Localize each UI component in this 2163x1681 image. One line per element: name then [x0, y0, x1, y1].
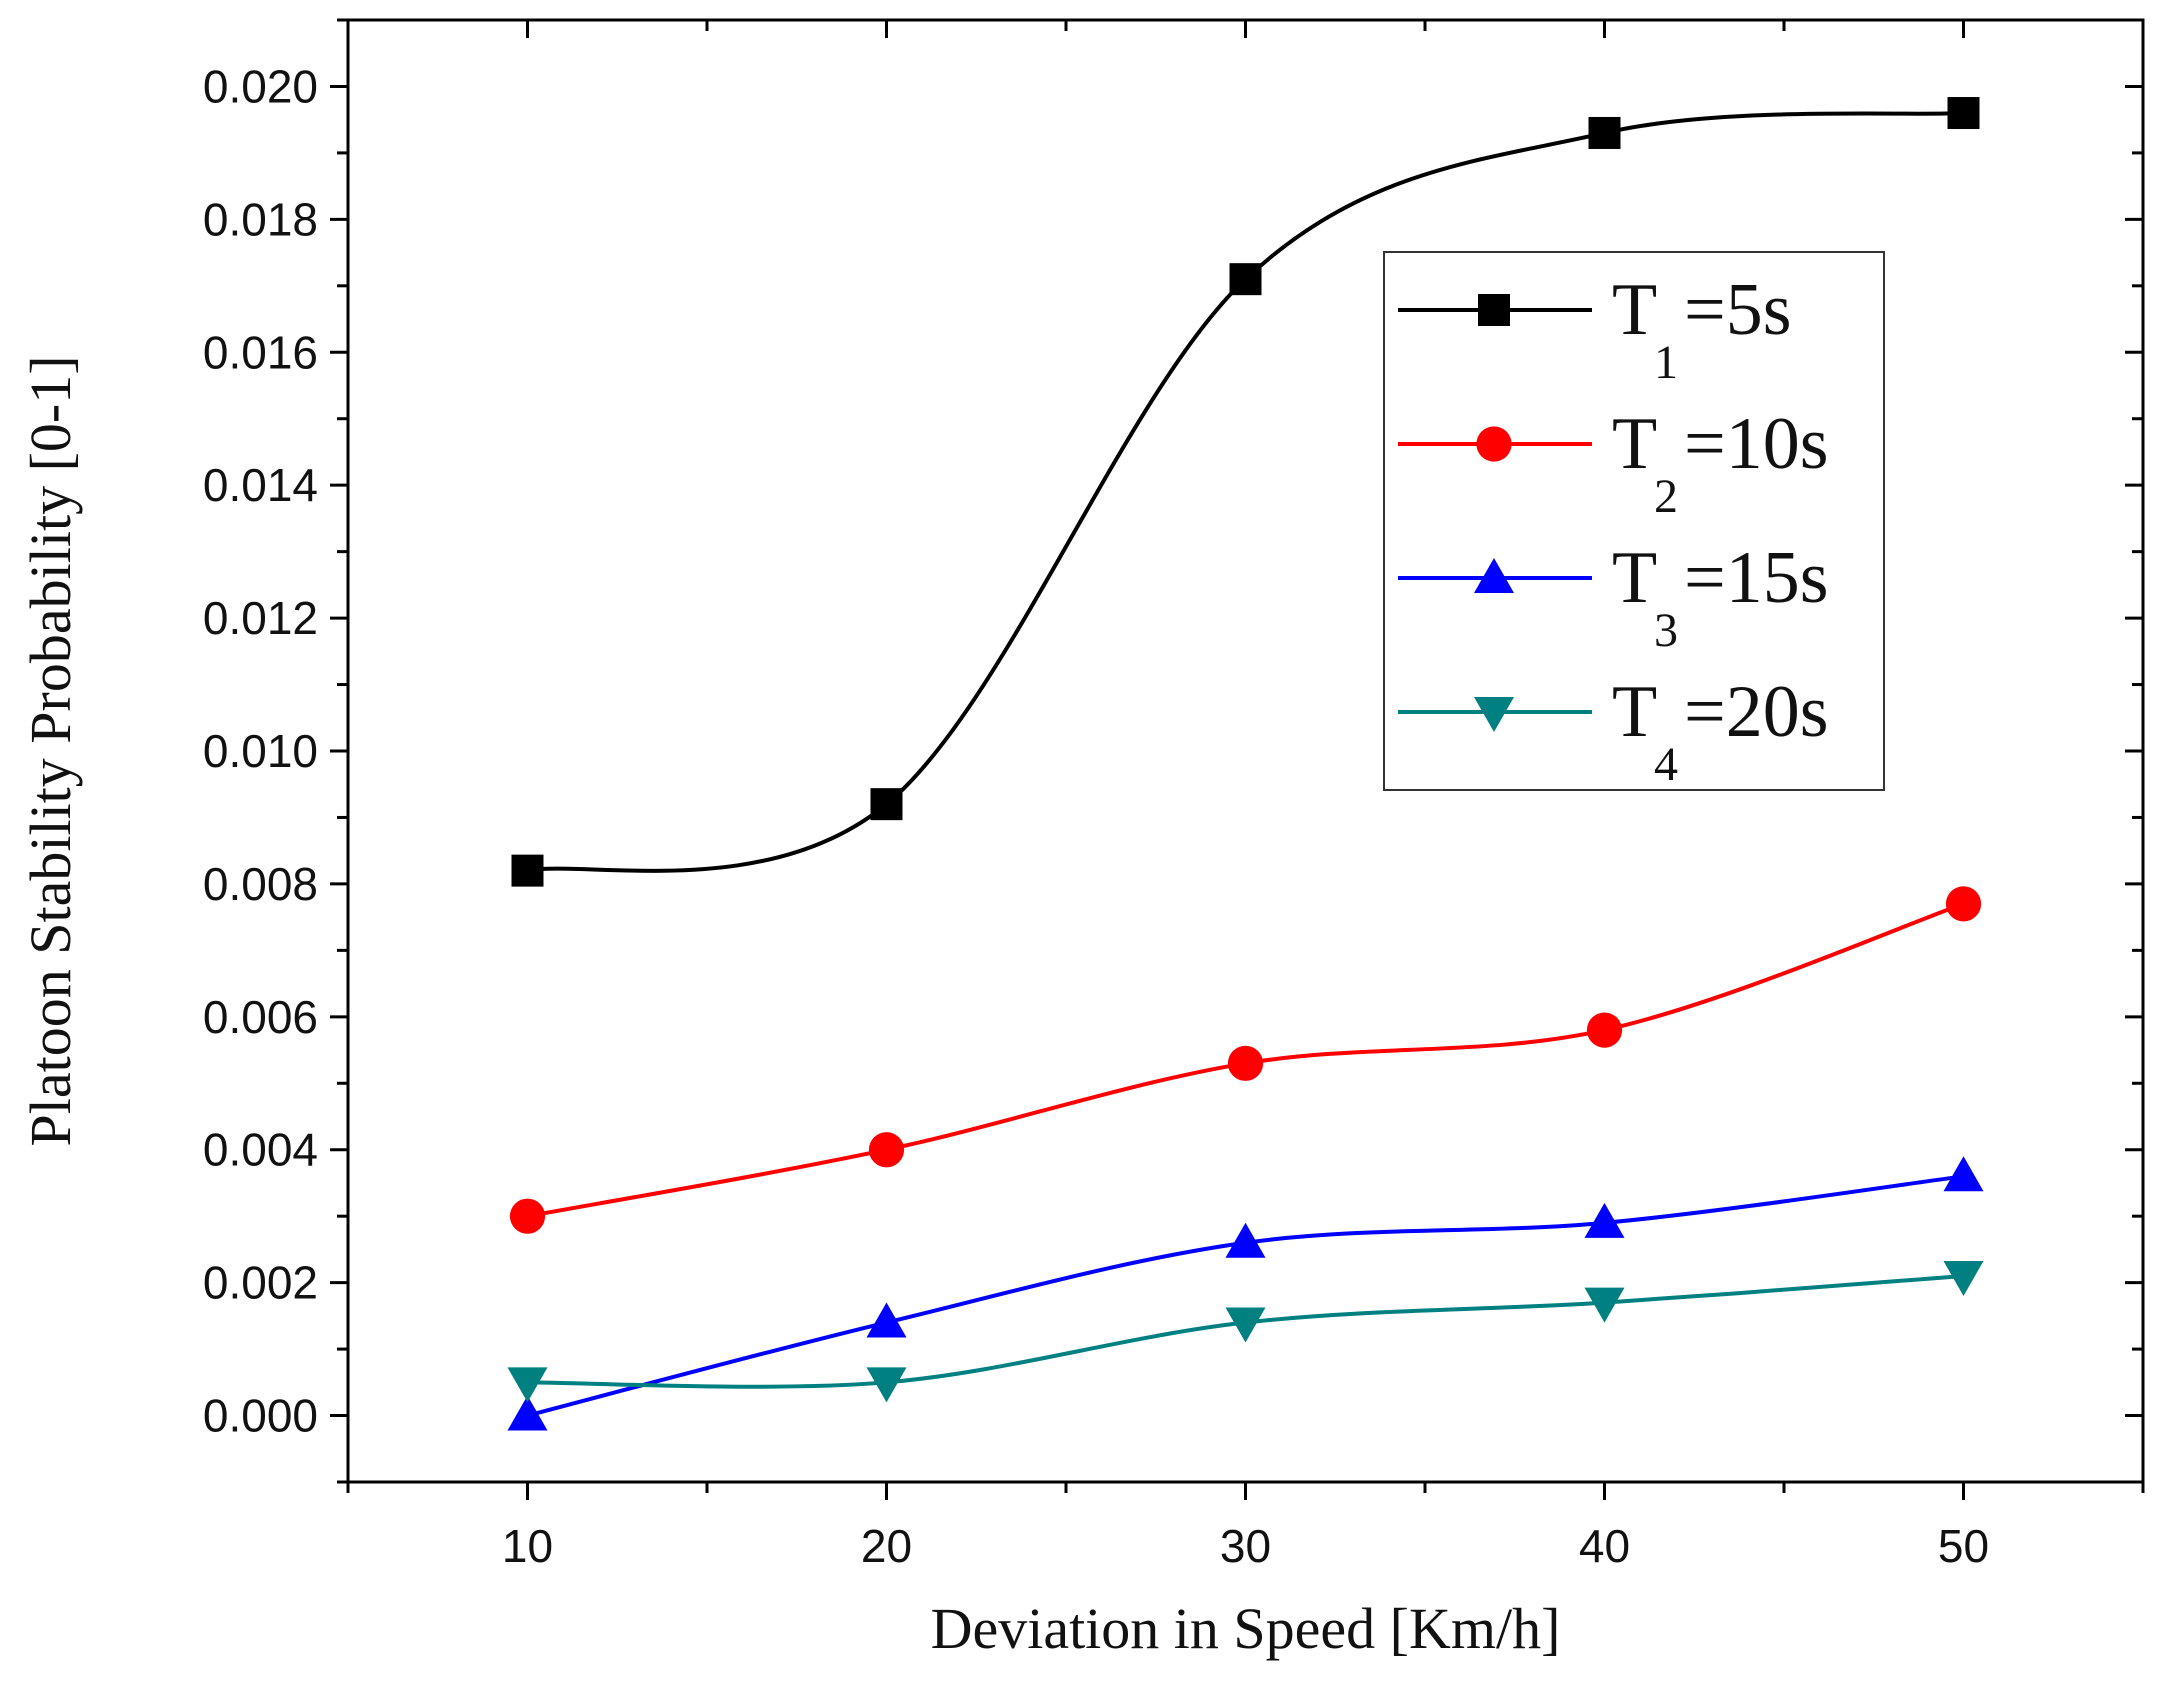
legend-label-main: T [1612, 269, 1657, 351]
data-point [1943, 1156, 1984, 1192]
data-point [1225, 1222, 1266, 1258]
y-tick-label: 0.020 [203, 60, 318, 112]
legend-marker [1474, 558, 1514, 593]
y-tick-label: 0.010 [203, 725, 318, 777]
legend-label-rest: =5s [1684, 269, 1792, 351]
legend-marker [1474, 697, 1514, 732]
y-axis-title: Platoon Stability Probability [0-1] [18, 355, 83, 1146]
legend-label-sub: 4 [1654, 738, 1678, 791]
series-1 [511, 97, 1980, 887]
y-tick-label: 0.018 [203, 193, 318, 245]
legend-box [1383, 251, 1885, 791]
y-tick-label: 0.002 [203, 1257, 318, 1309]
data-point [1945, 886, 1982, 922]
legend-entry: T1=5s [1398, 269, 1792, 389]
legend-label-sub: 2 [1654, 470, 1678, 523]
data-point [509, 1198, 546, 1234]
x-tick-label: 30 [1220, 1520, 1271, 1572]
data-point [1229, 263, 1262, 296]
y-tick-label: 0.000 [203, 1390, 318, 1442]
series-4 [507, 1260, 1984, 1403]
legend-label-main: T [1612, 537, 1657, 619]
x-tick-label: 20 [861, 1520, 912, 1572]
legend-label-rest: =15s [1684, 537, 1829, 619]
y-tick-label: 0.004 [203, 1124, 318, 1176]
y-tick-label: 0.008 [203, 858, 318, 910]
legend-label-sub: 1 [1654, 336, 1678, 389]
data-point [1584, 1287, 1625, 1323]
x-tick-label: 40 [1579, 1520, 1630, 1572]
data-point [507, 1367, 548, 1403]
data-point [1588, 116, 1621, 149]
series-3 [507, 1156, 1984, 1431]
x-tick-label: 50 [1938, 1520, 1989, 1572]
axes: 10 20 30 40 50 0.000 0.002 0.004 0.006 0.008 0.010… [203, 18, 2145, 1572]
series-line [526, 1174, 1964, 1418]
data-point [866, 1367, 907, 1403]
legend-label-main: T [1612, 403, 1657, 485]
data-point [1586, 1012, 1623, 1048]
data-point [1584, 1202, 1625, 1238]
x-axis-title: Deviation in Speed [Km/h] [931, 1596, 1561, 1661]
legend-marker [1476, 426, 1512, 462]
data-point [507, 1395, 548, 1431]
legend-label-rest: =10s [1684, 403, 1829, 485]
data-point [511, 854, 544, 887]
legend-entry: T3=15s [1398, 537, 1829, 657]
data-point [868, 1132, 905, 1168]
data-point [1227, 1045, 1264, 1081]
y-tick-label: 0.006 [203, 991, 318, 1043]
legend-entry: T2=10s [1398, 403, 1829, 523]
legend-entry: T4=20s [1398, 671, 1829, 791]
y-tick-label: 0.012 [203, 592, 318, 644]
legend-marker [1478, 294, 1510, 326]
data-point [1947, 97, 1980, 130]
data-point [1943, 1260, 1984, 1296]
y-tick-label: 0.016 [203, 326, 318, 378]
x-tick-label: 10 [502, 1520, 553, 1572]
data-point [870, 788, 903, 821]
legend-label-rest: =20s [1684, 671, 1829, 753]
series-2 [509, 886, 1982, 1234]
series-layer [507, 97, 1984, 1431]
y-tick-label: 0.014 [203, 459, 318, 511]
legend-label-sub: 3 [1654, 604, 1678, 657]
series-line [527, 111, 1964, 873]
data-point [866, 1302, 907, 1338]
legend-label-main: T [1612, 671, 1657, 753]
data-point [1225, 1307, 1266, 1343]
